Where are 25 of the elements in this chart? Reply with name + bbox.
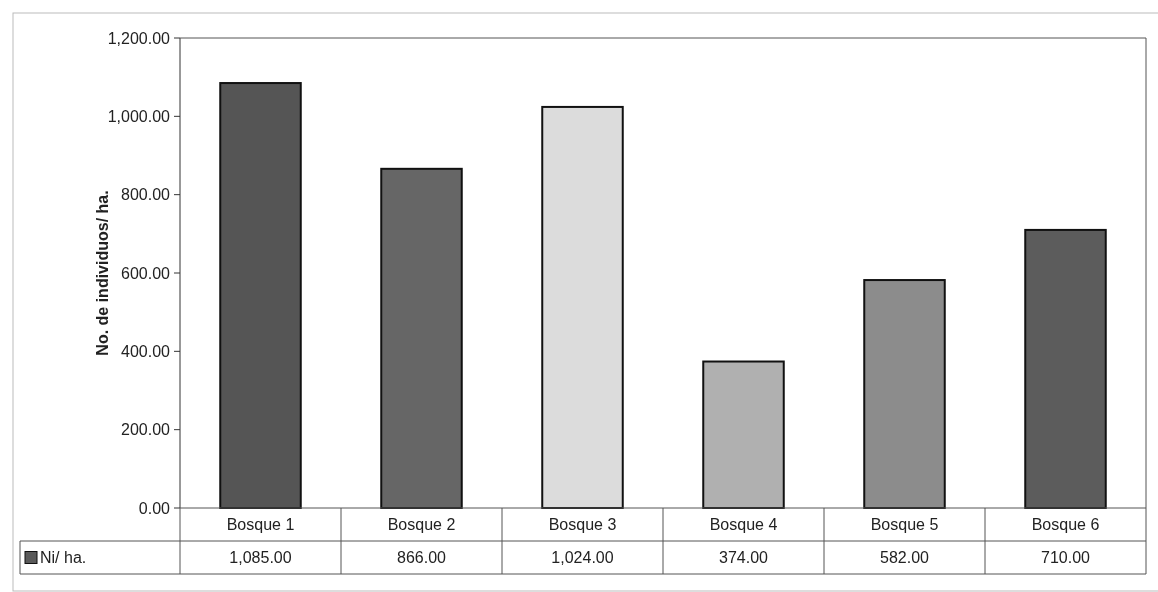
y-tick-label: 600.00: [121, 264, 171, 282]
x-tick-label: Bosque 2: [387, 516, 456, 534]
data-label: 374.00: [719, 549, 769, 567]
y-tick-label: 1,000.00: [107, 107, 171, 125]
y-tick-label: 0.00: [138, 499, 171, 517]
bar: [541, 105, 624, 509]
y-tick-label: 1,200.00: [107, 29, 171, 47]
y-tick-label: 400.00: [121, 342, 171, 360]
data-label: 1,085.00: [229, 549, 292, 567]
bar: [863, 279, 946, 509]
bar: [702, 360, 785, 509]
legend-label: Ni/ ha.: [40, 549, 87, 567]
y-tick-label: 200.00: [121, 421, 171, 439]
bar: [380, 167, 463, 509]
y-tick-label: 800.00: [121, 186, 171, 204]
x-tick-label: Bosque 5: [870, 516, 939, 534]
data-label: 1,024.00: [551, 549, 614, 567]
x-tick-label: Bosque 6: [1031, 516, 1100, 534]
x-tick-label: Bosque 3: [548, 516, 617, 534]
x-tick-label: Bosque 1: [226, 516, 295, 534]
data-label: 582.00: [880, 549, 930, 567]
y-axis-title: No. de individuos/ ha.: [94, 190, 111, 356]
x-tick-label: Bosque 4: [709, 516, 778, 534]
data-label: 710.00: [1041, 549, 1091, 567]
data-label: 866.00: [397, 549, 447, 567]
